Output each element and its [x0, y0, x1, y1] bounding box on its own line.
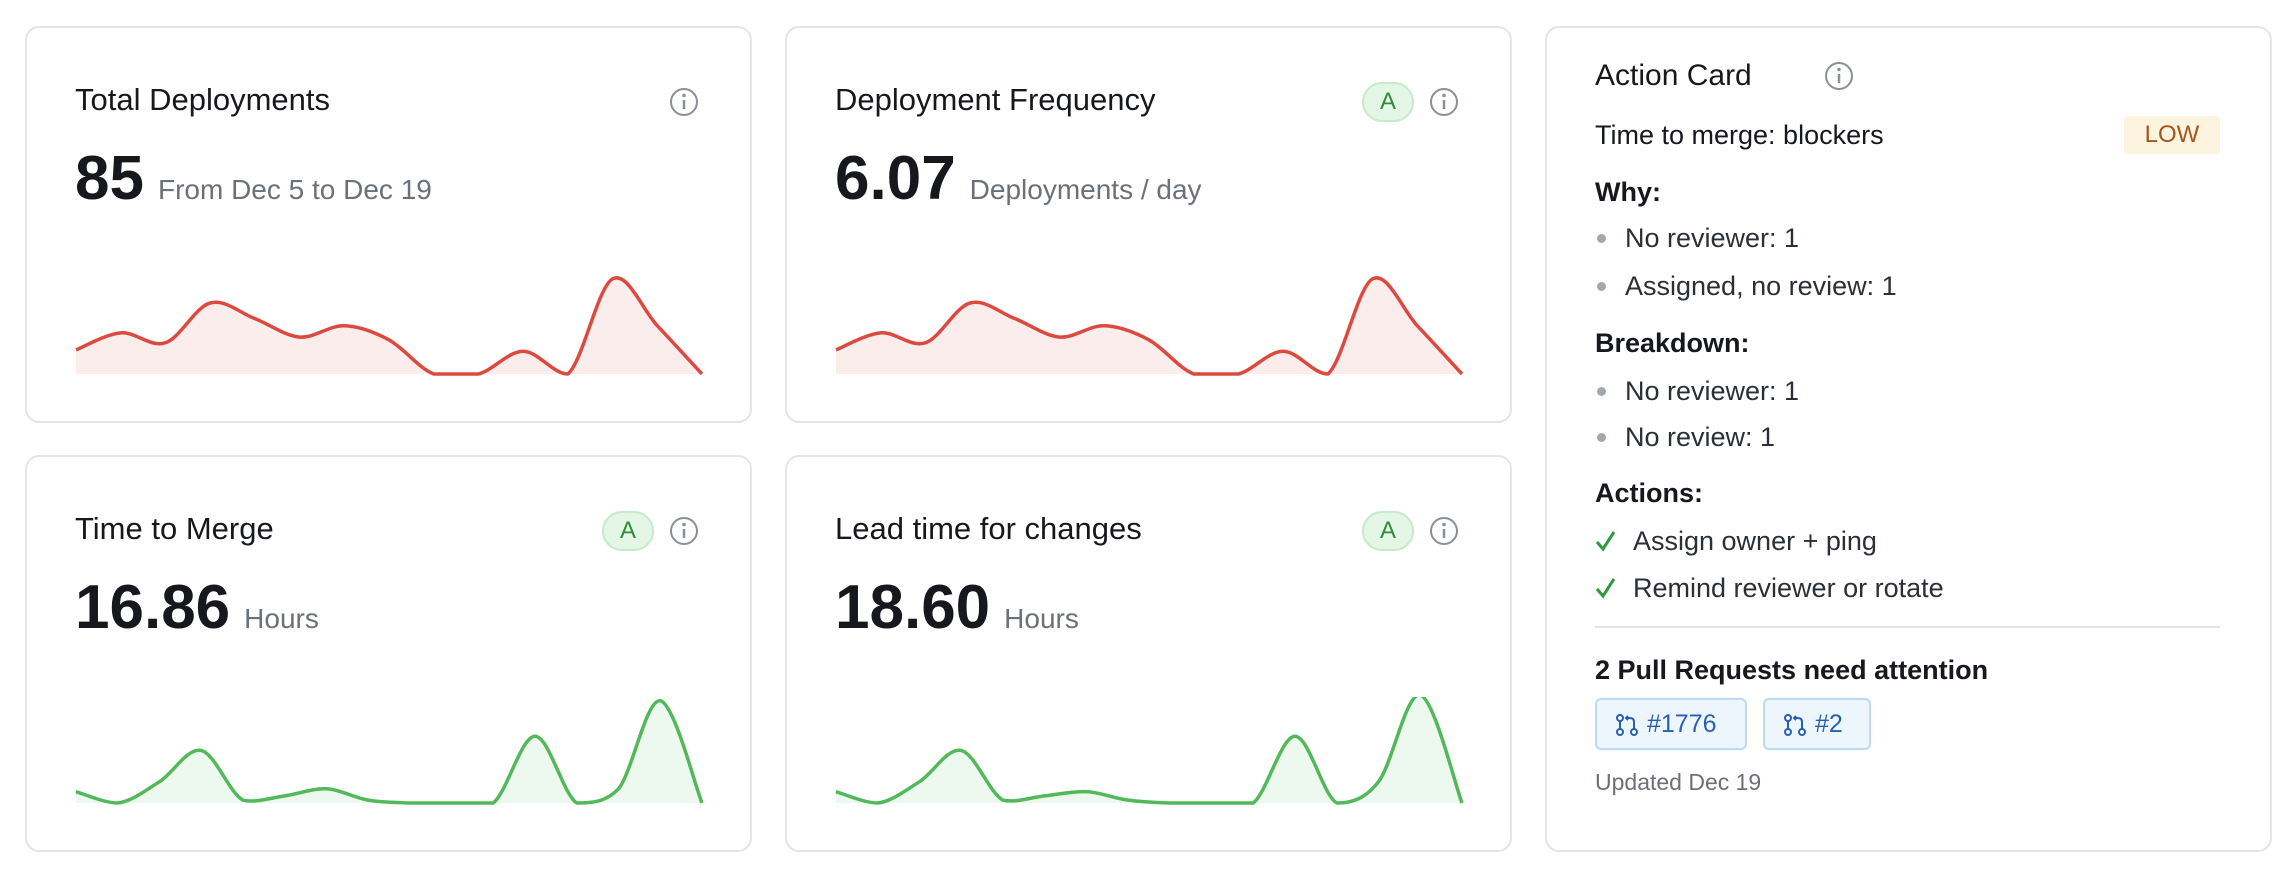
pr-badge[interactable]: #1776 — [1595, 698, 1747, 750]
sparkline-area — [76, 277, 702, 374]
info-icon[interactable] — [1428, 515, 1460, 547]
check-icon — [1595, 578, 1616, 599]
action-item: Remind reviewer or rotate — [1595, 568, 1944, 608]
check-icon — [1595, 531, 1616, 552]
action-text: Remind reviewer or rotate — [1633, 573, 1944, 603]
pr-icon — [1784, 714, 1806, 736]
sparkline-line — [75, 699, 704, 805]
metric-value: 85 From Dec 5 to Dec 19 — [75, 144, 432, 230]
sparkline-area — [76, 700, 702, 803]
section-heading: Actions: — [1595, 478, 1703, 508]
metric-card: Deployment Frequency A 6.07 Deployments /… — [785, 26, 1512, 423]
bullet-item: No review: 1 — [1595, 417, 1775, 457]
item-label: Time to merge: blockers — [1595, 120, 1884, 150]
sparkline-line — [835, 276, 1464, 376]
grade-badge: A — [1362, 82, 1414, 122]
info-icon[interactable] — [1823, 60, 1855, 92]
sparkline — [75, 699, 704, 805]
info-icon[interactable] — [668, 515, 700, 547]
metric-card: Lead time for changes A 18.60 Hours — [785, 455, 1512, 852]
card-title: Deployment Frequency — [835, 82, 1156, 117]
action-card: Action Card Time to merge: blockers LOW … — [1545, 26, 2272, 852]
metric-value: 16.86 Hours — [75, 573, 319, 659]
pr-badge[interactable]: #2 — [1763, 698, 1871, 750]
grade-badge: A — [1362, 511, 1414, 551]
pr-number: #1776 — [1647, 710, 1717, 738]
sparkline-area — [836, 697, 1462, 803]
value: 18.60 — [835, 573, 991, 642]
pr-heading: 2 Pull Requests need attention — [1595, 655, 1989, 685]
action-text: Assign owner + ping — [1633, 526, 1877, 556]
card-title: Time to Merge — [75, 511, 274, 546]
bullet-item: No reviewer: 1 — [1595, 218, 1799, 258]
sparkline-area — [836, 277, 1462, 374]
card-title: Lead time for changes — [835, 511, 1142, 546]
info-icon[interactable] — [1428, 86, 1460, 118]
sparkline — [835, 276, 1464, 376]
section-heading: Why: — [1595, 177, 1661, 207]
metric-card: Total Deployments 85 From Dec 5 to Dec 19 — [25, 26, 752, 423]
sparkline — [75, 276, 704, 376]
value: 85 — [75, 144, 144, 213]
metric-card: Time to Merge A 16.86 Hours — [25, 455, 752, 852]
unit: Hours — [1004, 603, 1079, 634]
unit: From Dec 5 to Dec 19 — [157, 174, 432, 205]
bullet-item: No reviewer: 1 — [1595, 371, 1799, 411]
section-heading: Breakdown: — [1595, 328, 1750, 358]
sparkline-line — [75, 276, 704, 376]
divider — [1595, 626, 2220, 628]
updated-note: Updated Dec 19 — [1595, 769, 1762, 795]
sparkline — [835, 697, 1464, 805]
metric-value: 6.07 Deployments / day — [835, 144, 1202, 230]
bullet-item: Assigned, no review: 1 — [1595, 266, 1897, 306]
title: Action Card — [1595, 59, 1752, 92]
pr-number: #2 — [1815, 710, 1843, 738]
grade-badge: A — [602, 511, 654, 551]
info-icon[interactable] — [668, 86, 700, 118]
value: 6.07 — [835, 144, 956, 213]
unit: Hours — [244, 603, 319, 634]
unit: Deployments / day — [969, 174, 1202, 205]
action-item: Assign owner + ping — [1595, 521, 1877, 561]
value: 16.86 — [75, 573, 231, 642]
sparkline-line — [835, 697, 1464, 805]
severity-badge: LOW — [2124, 116, 2220, 154]
card-title: Total Deployments — [75, 82, 331, 117]
metric-value: 18.60 Hours — [835, 573, 1079, 659]
pr-icon — [1616, 714, 1638, 736]
action-title: Action Card — [1595, 56, 1853, 96]
